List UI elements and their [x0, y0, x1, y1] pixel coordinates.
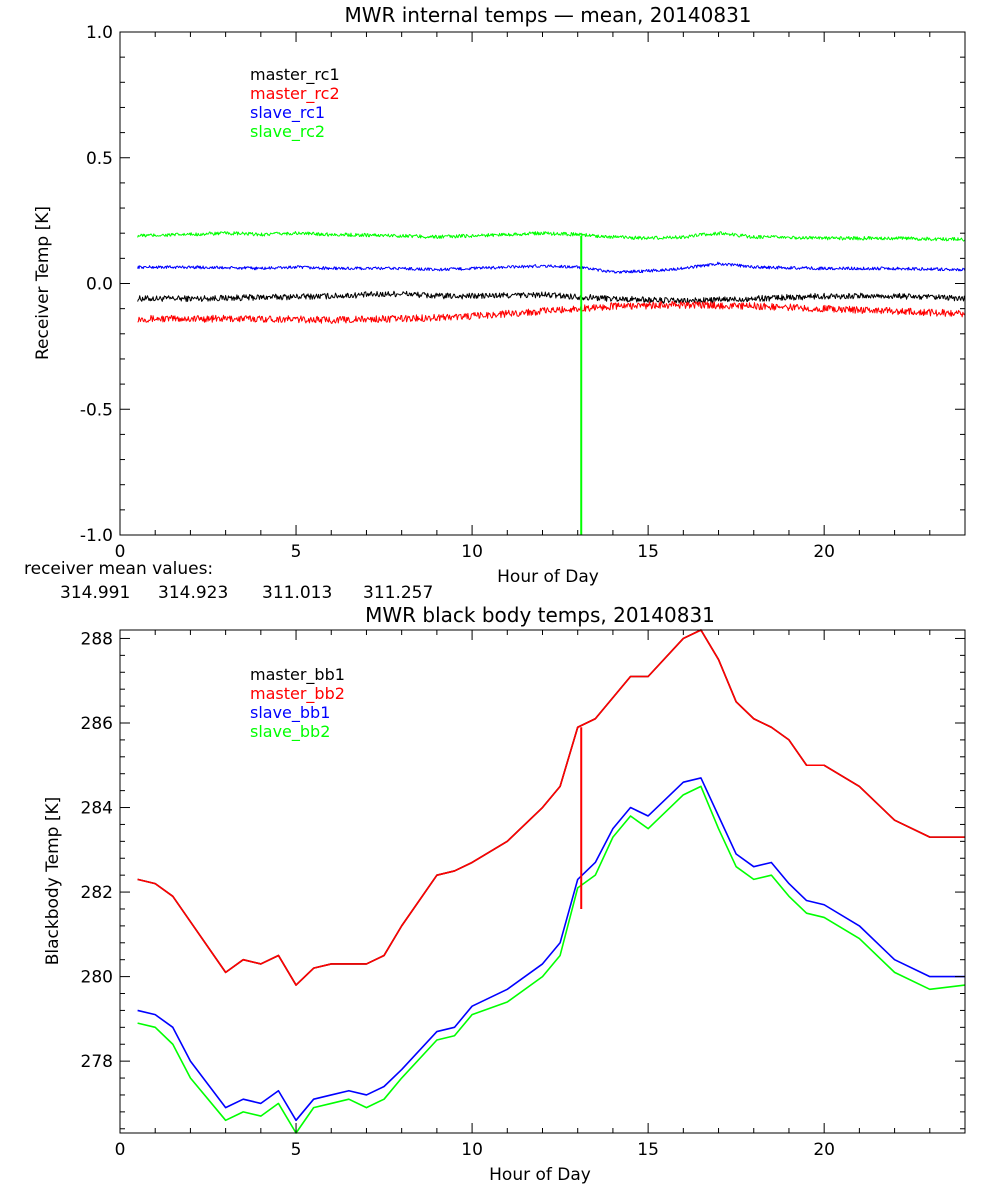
plot-frame: [119, 31, 966, 536]
series-line-master-rc2: [137, 301, 966, 324]
receiver-mean-values: receiver mean values: 314.991 314.923 31…: [24, 559, 433, 603]
x-tick-label: 10: [461, 542, 483, 562]
plot-frame: [119, 629, 966, 1134]
y-tick-label: 280: [81, 968, 113, 988]
series-line-master-rc1: [137, 290, 966, 304]
receiver-mean-value: 311.257: [363, 583, 433, 603]
legend-item-slave-rc2: slave_rc2: [250, 122, 325, 142]
y-tick-label: 288: [81, 629, 113, 649]
black-body-temps-chart: MWR black body temps, 20140831 Hour of D…: [43, 603, 966, 1185]
legend-item-master-rc1: master_rc1: [250, 65, 340, 85]
x-tick-label: 15: [637, 542, 659, 562]
legend-item-slave-bb1: slave_bb1: [250, 703, 330, 723]
y-tick-label: 282: [81, 883, 113, 903]
y-tick-label: 0.5: [86, 149, 113, 169]
y-tick-label: -0.5: [80, 400, 113, 420]
y-tick-label: 1.0: [86, 23, 113, 43]
x-tick-label: 15: [637, 1140, 659, 1160]
y-axis-label: Blackbody Temp [K]: [43, 797, 63, 966]
receiver-mean-value: 311.013: [262, 583, 332, 603]
series-line-slave-bb2: [137, 785, 966, 1134]
y-tick-label: 278: [81, 1052, 113, 1072]
axis-ticks: 0 5 10 15 20 278 280 282 284 286 288: [81, 629, 966, 1160]
series-line-slave-rc2: [137, 231, 966, 242]
legend: master_bb1 master_bb2 slave_bb1 slave_bb…: [250, 665, 345, 742]
x-tick-label: 20: [813, 1140, 835, 1160]
receiver-mean-value: 314.923: [158, 583, 228, 603]
x-tick-label: 0: [115, 542, 126, 562]
receiver-mean-value: 314.991: [60, 583, 130, 603]
y-axis-label: Receiver Temp [K]: [33, 206, 53, 360]
legend-item-master-bb2: master_bb2: [250, 684, 345, 704]
x-tick-label: 5: [291, 1140, 302, 1160]
legend-item-master-rc2: master_rc2: [250, 84, 340, 104]
x-tick-label: 0: [115, 1140, 126, 1160]
legend-item-slave-bb2: slave_bb2: [250, 722, 330, 742]
chart-title: MWR black body temps, 20140831: [365, 603, 715, 627]
internal-temps-chart: MWR internal temps — mean, 20140831 Hour…: [33, 3, 966, 587]
series-line-slave-rc1: [137, 261, 966, 274]
plot-marks: [137, 231, 966, 535]
chart-title: MWR internal temps — mean, 20140831: [344, 3, 751, 27]
legend-item-slave-rc1: slave_rc1: [250, 103, 325, 123]
y-tick-label: 284: [81, 799, 113, 819]
plot-marks: [137, 629, 966, 1134]
series-line-slave-bb1: [137, 777, 965, 1122]
legend-item-master-bb1: master_bb1: [250, 665, 345, 685]
y-tick-label: 0.0: [86, 275, 113, 295]
x-tick-label: 20: [813, 542, 835, 562]
legend: master_rc1 master_rc2 slave_rc1 slave_rc…: [250, 65, 340, 142]
x-tick-label: 10: [461, 1140, 483, 1160]
x-tick-label: 5: [291, 542, 302, 562]
y-tick-label: 286: [81, 714, 113, 734]
y-tick-label: -1.0: [80, 526, 113, 546]
series-line-master-bb2: [137, 629, 965, 986]
receiver-mean-label: receiver mean values:: [24, 559, 213, 579]
x-axis-label: Hour of Day: [489, 1165, 591, 1185]
x-axis-label: Hour of Day: [497, 567, 599, 587]
